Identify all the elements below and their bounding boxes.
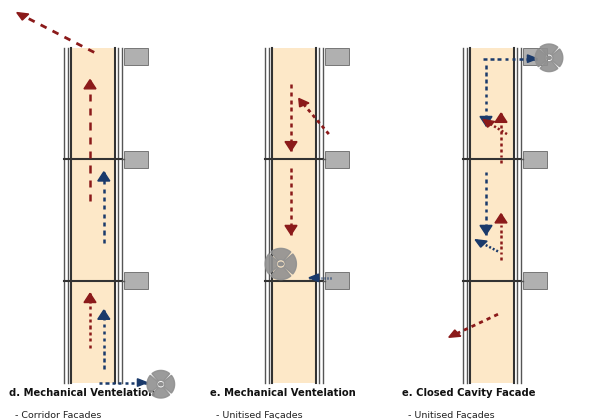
Text: e. Closed Cavity Facade: e. Closed Cavity Facade — [402, 388, 536, 398]
Polygon shape — [17, 13, 29, 20]
Bar — [523, 151, 547, 168]
Polygon shape — [164, 375, 175, 393]
Polygon shape — [98, 172, 110, 181]
Bar — [272, 48, 316, 383]
Polygon shape — [285, 225, 297, 235]
Text: - Corridor Facades: - Corridor Facades — [9, 411, 101, 419]
Circle shape — [158, 383, 163, 386]
Polygon shape — [265, 254, 277, 274]
Polygon shape — [271, 267, 291, 279]
Text: - Unitised Façades: - Unitised Façades — [210, 411, 302, 419]
Polygon shape — [540, 44, 558, 55]
Text: d. Mechanical Ventelation: d. Mechanical Ventelation — [9, 388, 155, 398]
Polygon shape — [152, 370, 170, 381]
Bar — [71, 48, 115, 383]
Bar — [325, 151, 349, 168]
Polygon shape — [552, 49, 563, 67]
Bar — [124, 48, 148, 65]
Polygon shape — [540, 61, 558, 72]
Polygon shape — [285, 142, 297, 151]
Text: - Unitised Façades: - Unitised Façades — [402, 411, 494, 419]
Polygon shape — [299, 98, 309, 107]
Bar — [523, 48, 547, 65]
Polygon shape — [495, 214, 507, 223]
Polygon shape — [271, 248, 291, 261]
Polygon shape — [483, 119, 494, 127]
Bar — [325, 48, 349, 65]
Bar — [523, 272, 547, 289]
Polygon shape — [449, 330, 461, 337]
Polygon shape — [495, 113, 507, 122]
Polygon shape — [98, 310, 110, 319]
Polygon shape — [480, 116, 492, 126]
Polygon shape — [284, 254, 296, 274]
Polygon shape — [309, 274, 319, 282]
Polygon shape — [84, 293, 96, 303]
Text: e. Mechanical Ventelation: e. Mechanical Ventelation — [210, 388, 356, 398]
Bar — [470, 48, 514, 383]
Polygon shape — [475, 240, 487, 247]
Polygon shape — [527, 55, 537, 62]
Circle shape — [547, 56, 551, 59]
Polygon shape — [84, 80, 96, 89]
Polygon shape — [147, 375, 158, 393]
Polygon shape — [535, 49, 546, 67]
Polygon shape — [137, 379, 147, 386]
Polygon shape — [152, 387, 170, 398]
Bar — [325, 272, 349, 289]
Bar — [124, 151, 148, 168]
Polygon shape — [480, 225, 492, 235]
Bar — [124, 272, 148, 289]
Circle shape — [278, 262, 283, 266]
